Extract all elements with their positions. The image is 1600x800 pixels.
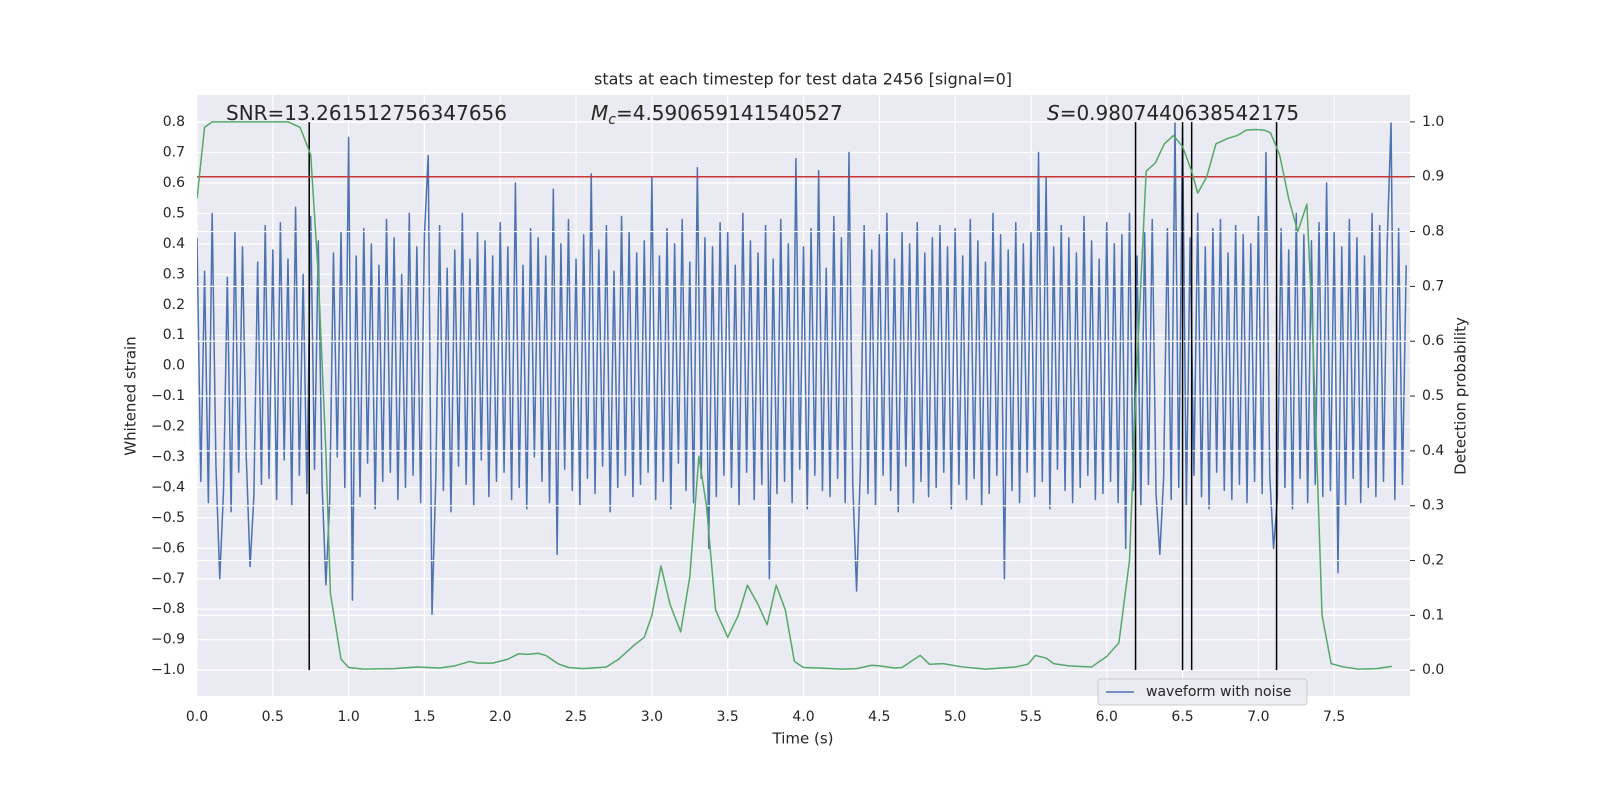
annotation-symbol: M <box>591 101 608 125</box>
y-tick-label: −1.0 <box>151 662 185 678</box>
y2-axis-label: Detection probability <box>1452 317 1470 475</box>
y2-tick-label: 1.0 <box>1422 114 1444 130</box>
y-tick-label: −0.6 <box>151 540 185 556</box>
y-tick-label: −0.9 <box>151 632 185 648</box>
x-tick-label: 3.5 <box>717 709 739 725</box>
x-tick-label: 3.0 <box>641 709 663 725</box>
y-tick-label: −0.8 <box>151 601 185 617</box>
x-tick-label: 1.0 <box>337 709 359 725</box>
y-tick-label: 0.5 <box>163 205 185 221</box>
y-tick-label: 0.0 <box>163 358 185 374</box>
x-tick-label: 6.0 <box>1096 709 1118 725</box>
y-tick-label: −0.1 <box>151 388 185 404</box>
annotation: Mc=4.590659141540527 <box>591 101 843 129</box>
y-tick-label: −0.2 <box>151 419 185 435</box>
y2-tick-label: 0.7 <box>1422 278 1444 294</box>
legend-box <box>1097 678 1308 706</box>
x-tick-label: 5.5 <box>1020 709 1042 725</box>
y2-tick-label: 0.0 <box>1422 662 1444 678</box>
x-tick-label: 2.0 <box>489 709 511 725</box>
x-tick-label: 1.5 <box>413 709 435 725</box>
y-tick-label: 0.8 <box>163 114 185 130</box>
y-tick-label: −0.4 <box>151 479 185 495</box>
annotation-symbol: S <box>1047 101 1060 125</box>
x-axis-label: Time (s) <box>772 730 834 748</box>
x-tick-label: 2.5 <box>565 709 587 725</box>
x-tick-label: 4.5 <box>868 709 890 725</box>
y2-tick-label: 0.3 <box>1422 498 1444 514</box>
y2-tick-label: 0.2 <box>1422 553 1444 569</box>
annotation: S=0.9807440638542175 <box>1047 101 1299 125</box>
y2-tick-label: 0.8 <box>1422 224 1444 240</box>
data-line <box>197 121 1392 670</box>
y-tick-label: 0.6 <box>163 175 185 191</box>
y-tick-label: −0.7 <box>151 571 185 587</box>
data-line <box>197 121 1407 617</box>
y2-tick-label: 0.6 <box>1422 333 1444 349</box>
annotation-text: =0.9807440638542175 <box>1060 101 1299 125</box>
annotation-subscript: c <box>608 112 616 128</box>
legend-label: waveform with noise <box>1146 684 1291 700</box>
y-tick-label: 0.2 <box>163 297 185 313</box>
annotation-text: SNR=13.261512756347656 <box>226 101 507 125</box>
y-tick-label: 0.7 <box>163 145 185 161</box>
x-tick-label: 0.5 <box>262 709 284 725</box>
x-tick-label: 6.5 <box>1171 709 1193 725</box>
x-tick-label: 5.0 <box>944 709 966 725</box>
y2-tick-label: 0.1 <box>1422 607 1444 623</box>
chart-title: stats at each timestep for test data 245… <box>594 70 1012 89</box>
x-tick-label: 7.0 <box>1247 709 1269 725</box>
annotation-text: =4.590659141540527 <box>616 101 843 125</box>
y-tick-label: −0.3 <box>151 449 185 465</box>
plot-layer <box>197 121 1410 671</box>
x-tick-label: 7.5 <box>1323 709 1345 725</box>
y-tick-label: 0.3 <box>163 266 185 282</box>
y-axis-label: Whitened strain <box>122 336 140 455</box>
x-tick-label: 0.0 <box>186 709 208 725</box>
y2-tick-label: 0.5 <box>1422 388 1444 404</box>
y2-tick-label: 0.4 <box>1422 443 1444 459</box>
y-tick-label: 0.1 <box>163 327 185 343</box>
x-tick-label: 4.0 <box>792 709 814 725</box>
annotation: SNR=13.261512756347656 <box>226 101 507 125</box>
y2-tick-label: 0.9 <box>1422 169 1444 185</box>
y-tick-label: 0.4 <box>163 236 185 252</box>
y-tick-label: −0.5 <box>151 510 185 526</box>
